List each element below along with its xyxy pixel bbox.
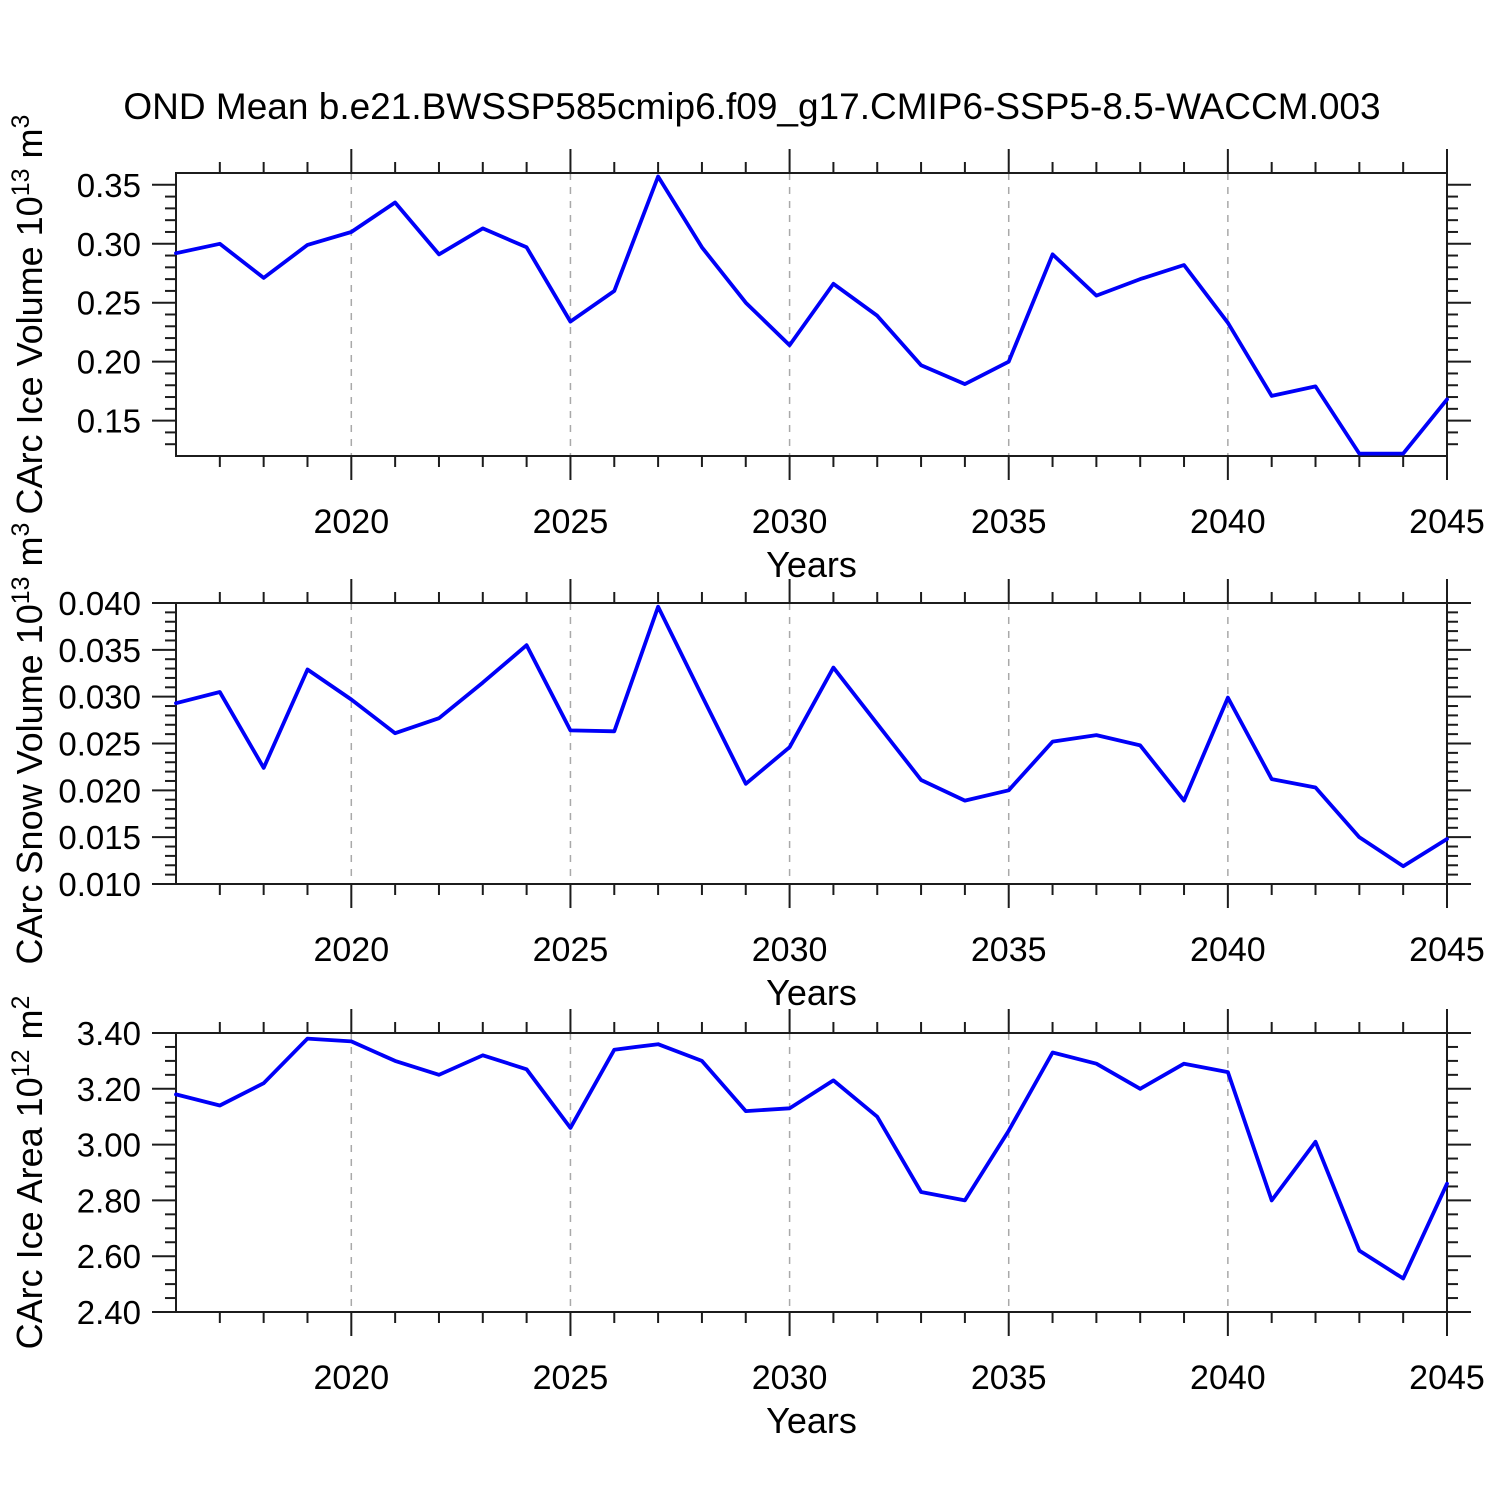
y-tick-label-0.15: 0.15 — [77, 403, 141, 440]
y-tick-label-0.25: 0.25 — [77, 285, 141, 322]
y-tick-label-3.00: 3.00 — [77, 1127, 141, 1164]
y-tick-label-2.60: 2.60 — [77, 1238, 141, 1275]
x-tick-label-2040: 2040 — [1190, 1359, 1266, 1397]
chart-title: OND Mean b.e21.BWSSP585cmip6.f09_g17.CMI… — [123, 86, 1381, 127]
y-tick-label-0.010: 0.010 — [58, 866, 141, 903]
ticks — [152, 579, 1471, 908]
x-tick-label-2045: 2045 — [1409, 931, 1485, 969]
y-tick-label-0.30: 0.30 — [77, 226, 141, 263]
y-tick-label-0.015: 0.015 — [58, 819, 141, 856]
y-tick-label-2.80: 2.80 — [77, 1182, 141, 1219]
x-tick-label-2020: 2020 — [313, 503, 389, 541]
y-tick-label-3.40: 3.40 — [77, 1015, 141, 1052]
data-line-snow-volume — [174, 604, 1449, 869]
x-tick-label-2025: 2025 — [533, 931, 609, 969]
y-tick-label-0.025: 0.025 — [58, 726, 141, 763]
x-tick-label-2025: 2025 — [533, 503, 609, 541]
x-tick-label-2035: 2035 — [971, 931, 1047, 969]
y-tick-label-0.040: 0.040 — [58, 585, 141, 622]
x-tick-label-2020: 2020 — [313, 931, 389, 969]
y-tick-label-3.20: 3.20 — [77, 1071, 141, 1108]
y-tick-label-0.030: 0.030 — [58, 679, 141, 716]
y-axis-title: CArc Ice Volume 1013 m3 — [7, 115, 50, 515]
x-tick-label-2025: 2025 — [533, 1359, 609, 1397]
y-tick-label-0.020: 0.020 — [58, 772, 141, 809]
panel-ice-area: 3.40 3.20 3.00 2.80 2.60 2.40 2020 2025 2030 2035… — [7, 996, 1485, 1441]
y-tick-label-0.35: 0.35 — [77, 167, 141, 204]
data-line-ice-volume — [174, 174, 1449, 456]
x-tick-label-2020: 2020 — [313, 1359, 389, 1397]
y-axis-title: CArc Snow Volume 1013 m3 — [7, 523, 50, 965]
y-tick-label-2.40: 2.40 — [77, 1294, 141, 1331]
x-tick-label-2045: 2045 — [1409, 503, 1485, 541]
y-axis-title: CArc Ice Area 1012 m2 — [7, 996, 50, 1350]
plot-frame — [175, 602, 1448, 885]
x-tick-label-2035: 2035 — [971, 503, 1047, 541]
data-line-ice-area — [174, 1036, 1449, 1281]
panel-snow-volume: 0.040 0.035 0.030 0.025 0.020 0.015 0.010 2020 2… — [7, 523, 1485, 1013]
x-axis-title: Years — [766, 1400, 857, 1441]
y-tick-label-0.20: 0.20 — [77, 344, 141, 381]
x-axis-title: Years — [766, 544, 857, 585]
x-tick-label-2030: 2030 — [752, 503, 828, 541]
y-tick-label-0.035: 0.035 — [58, 632, 141, 669]
x-tick-label-2030: 2030 — [752, 931, 828, 969]
x-tick-label-2040: 2040 — [1190, 931, 1266, 969]
x-tick-label-2045: 2045 — [1409, 1359, 1485, 1397]
ticks — [152, 149, 1471, 480]
x-tick-label-2040: 2040 — [1190, 503, 1266, 541]
x-tick-label-2035: 2035 — [971, 1359, 1047, 1397]
panel-ice-volume: 0.35 0.30 0.25 0.20 0.15 2020 2025 2030 2035 2040… — [7, 115, 1485, 585]
ticks — [152, 1009, 1471, 1336]
plot-frame — [175, 1032, 1448, 1313]
x-axis-title: Years — [766, 972, 857, 1013]
x-tick-label-2030: 2030 — [752, 1359, 828, 1397]
